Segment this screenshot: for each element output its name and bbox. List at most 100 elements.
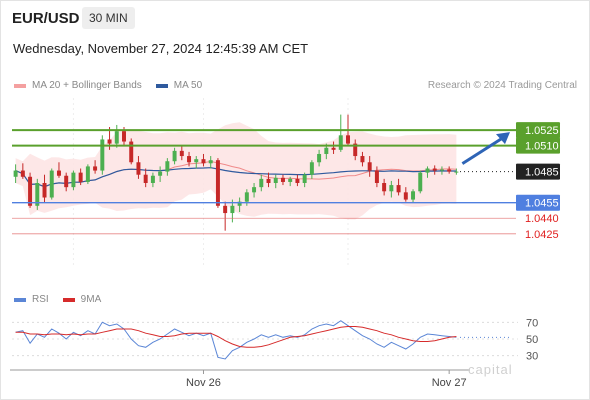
candle-body <box>100 139 105 171</box>
candle-body <box>302 174 307 183</box>
candle-body <box>280 177 285 182</box>
candle-body <box>78 172 83 182</box>
candle-body <box>93 166 98 171</box>
level-label-1.0455: 1.0455 <box>525 198 559 210</box>
legend-swatch-rsi <box>14 297 26 302</box>
candle-body <box>432 168 437 171</box>
level-label-1.0525: 1.0525 <box>525 125 559 137</box>
candle-body <box>331 147 336 150</box>
legend-item-ma20: MA 20 + Bollinger Bands <box>14 80 142 91</box>
candle-body <box>374 170 379 183</box>
datetime-label: Wednesday, November 27, 2024 12:45:39 AM… <box>13 41 309 56</box>
candle-body <box>107 139 112 144</box>
candle-body <box>309 162 314 175</box>
candle-body <box>150 175 155 183</box>
price-legend: MA 20 + Bollinger Bands MA 50 <box>14 80 216 91</box>
legend-label-9ma: 9MA <box>80 294 102 305</box>
candle-body <box>411 191 416 200</box>
x-tick-label-1: Nov 27 <box>432 377 467 389</box>
candle-body <box>288 178 293 182</box>
candle-body <box>237 201 242 206</box>
timeframe-badge[interactable]: 30 MIN <box>82 7 135 29</box>
legend-swatch-ma50 <box>155 83 168 88</box>
legend-label-rsi: RSI <box>32 294 49 305</box>
watermark-text: capital <box>468 362 513 377</box>
legend-swatch-9ma <box>62 297 75 302</box>
rsi-legend: RSI 9MA <box>14 294 115 305</box>
legend-item-rsi: RSI <box>14 294 49 305</box>
rsi-tick-50: 50 <box>526 334 538 346</box>
candle-body <box>208 160 213 164</box>
level-label-1.0440: 1.0440 <box>525 213 559 225</box>
level-label-bg-1.0510 <box>516 137 560 154</box>
level-label-1.0425: 1.0425 <box>525 229 559 241</box>
candle-body <box>49 170 54 198</box>
candle-body <box>418 172 423 192</box>
candle-body <box>13 170 18 177</box>
level-label-bg-1.0455 <box>516 194 560 211</box>
forecast-arrow-head <box>496 132 510 145</box>
candle-body <box>143 174 148 183</box>
candle-body <box>215 160 220 206</box>
candle-body <box>42 183 47 198</box>
candle-body <box>425 168 430 173</box>
candle-body <box>367 162 372 171</box>
candle-body <box>223 205 228 214</box>
chart-header: EUR/USD 30 MIN <box>0 0 590 36</box>
candle-body <box>338 135 343 150</box>
copyright-label: Research © 2024 Trading Central <box>427 80 577 91</box>
candle-body <box>439 169 444 171</box>
legend-label-ma20: MA 20 + Bollinger Bands <box>32 80 142 91</box>
candle-body <box>324 147 329 154</box>
candle-body <box>244 192 249 202</box>
candle-body <box>64 175 69 188</box>
level-label-1.0510: 1.0510 <box>525 141 559 153</box>
candle-body <box>114 131 119 144</box>
candle-body <box>447 169 452 172</box>
candle-body <box>273 177 278 183</box>
level-label-bg-1.0485 <box>516 163 560 180</box>
candle-body <box>158 171 163 176</box>
candle-body <box>353 143 358 157</box>
candle-body <box>346 135 350 144</box>
candle-body <box>396 185 401 193</box>
rsi-tick-70: 70 <box>526 317 538 329</box>
candle-body <box>295 178 300 183</box>
level-label-bg-1.0525 <box>516 122 560 139</box>
x-tick-label-0: Nov 26 <box>186 377 221 389</box>
rsi-ma-line <box>15 326 457 348</box>
rsi-tick-30: 30 <box>526 351 538 363</box>
candle-body <box>35 183 40 206</box>
candle-body <box>122 131 126 142</box>
candle-body <box>71 172 76 188</box>
candle-body <box>85 166 90 182</box>
candle-body <box>454 171 459 173</box>
candle-body <box>230 205 235 214</box>
rsi-line <box>15 320 457 360</box>
candle-body <box>259 178 264 188</box>
candle-body <box>129 141 134 163</box>
candle-body <box>136 162 141 175</box>
candle-body <box>194 159 199 163</box>
candle-body <box>382 183 387 192</box>
candle-body <box>28 176 33 206</box>
legend-item-ma50: MA 50 <box>155 80 203 91</box>
candle-body <box>403 192 408 200</box>
legend-label-ma50: MA 50 <box>173 80 203 91</box>
candle-body <box>187 156 192 163</box>
forecast-arrow-line <box>461 135 505 165</box>
candle-body <box>266 178 271 183</box>
candle-body <box>389 185 394 192</box>
candle-body <box>317 153 322 163</box>
candle-body <box>252 187 257 193</box>
candle-body <box>20 170 25 177</box>
legend-swatch-ma20 <box>14 83 26 88</box>
legend-item-9ma: 9MA <box>62 294 102 305</box>
symbol-label[interactable]: EUR/USD <box>12 10 80 27</box>
candle-body <box>201 159 206 164</box>
candle-body <box>360 156 365 163</box>
candle-body <box>165 161 170 172</box>
level-label-1.0485: 1.0485 <box>525 167 559 179</box>
candle-body <box>56 170 61 176</box>
